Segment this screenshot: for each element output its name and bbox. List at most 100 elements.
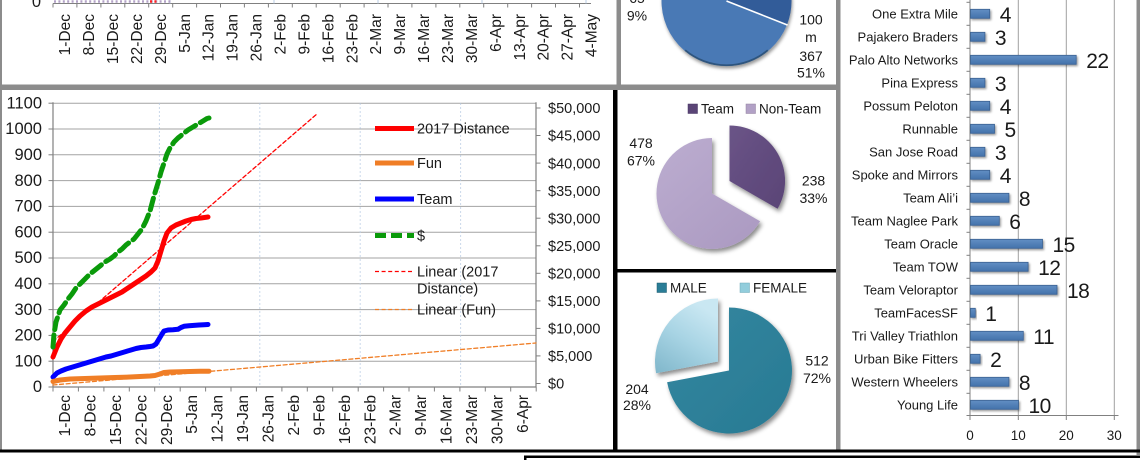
svg-text:Team Naglee Park: Team Naglee Park: [851, 214, 958, 229]
svg-text:$10,000: $10,000: [548, 322, 600, 338]
svg-text:2: 2: [990, 349, 1001, 372]
svg-text:$40,000: $40,000: [548, 156, 600, 172]
svg-text:MALE: MALE: [670, 281, 707, 296]
svg-text:Team Oracle: Team Oracle: [884, 237, 958, 252]
svg-text:600: 600: [14, 223, 42, 241]
svg-text:Spoke and Mirrors: Spoke and Mirrors: [852, 168, 959, 183]
svg-text:8-Dec: 8-Dec: [83, 395, 100, 437]
svg-text:30: 30: [1107, 428, 1122, 443]
svg-text:$30,000: $30,000: [548, 211, 600, 227]
svg-text:28%: 28%: [623, 397, 651, 413]
svg-text:9-Mar: 9-Mar: [392, 14, 409, 54]
svg-text:Team: Team: [701, 102, 734, 117]
svg-text:15-Dec: 15-Dec: [105, 14, 122, 64]
svg-text:23-Feb: 23-Feb: [362, 395, 379, 444]
svg-text:Pina Express: Pina Express: [881, 76, 958, 91]
svg-text:Team: Team: [417, 192, 452, 208]
svg-text:3: 3: [995, 27, 1006, 50]
svg-text:9%: 9%: [627, 8, 647, 24]
svg-text:4: 4: [1000, 4, 1012, 27]
svg-text:0: 0: [966, 428, 974, 443]
svg-text:6-Apr: 6-Apr: [488, 14, 505, 52]
svg-text:16-Feb: 16-Feb: [320, 14, 337, 63]
svg-text:16-Mar: 16-Mar: [439, 395, 456, 444]
svg-text:2-Feb: 2-Feb: [273, 14, 290, 55]
svg-text:One Extra Mile: One Extra Mile: [872, 7, 958, 22]
svg-text:4: 4: [1000, 165, 1012, 188]
svg-text:1-Dec: 1-Dec: [57, 395, 74, 437]
svg-text:200: 200: [14, 327, 42, 345]
svg-text:15-Dec: 15-Dec: [108, 395, 125, 445]
svg-text:Team Veloraptor: Team Veloraptor: [863, 283, 958, 298]
svg-text:20: 20: [1059, 428, 1074, 443]
svg-text:512: 512: [805, 353, 829, 369]
svg-text:Team Ali’i: Team Ali’i: [903, 191, 958, 206]
svg-text:10: 10: [1029, 395, 1051, 418]
svg-text:67%: 67%: [627, 153, 655, 169]
svg-text:8: 8: [1019, 188, 1030, 211]
svg-text:5-Jan: 5-Jan: [177, 14, 194, 53]
svg-text:478: 478: [629, 135, 653, 151]
svg-text:FEMALE: FEMALE: [753, 281, 807, 296]
svg-text:9-Mar: 9-Mar: [413, 395, 430, 435]
svg-text:Team TOW: Team TOW: [893, 260, 959, 275]
svg-text:8-Dec: 8-Dec: [81, 14, 98, 56]
svg-text:Runnable: Runnable: [902, 122, 958, 137]
svg-text:0: 0: [33, 378, 42, 396]
svg-text:3: 3: [995, 142, 1006, 165]
svg-text:9-Feb: 9-Feb: [296, 14, 313, 55]
svg-text:1000: 1000: [5, 120, 42, 138]
svg-text:238: 238: [802, 173, 826, 189]
svg-text:San Jose Road: San Jose Road: [869, 145, 958, 160]
svg-text:Tri Valley Triathlon: Tri Valley Triathlon: [852, 329, 958, 344]
svg-text:23-Mar: 23-Mar: [440, 14, 457, 63]
svg-text:300: 300: [14, 301, 42, 319]
svg-text:$35,000: $35,000: [548, 184, 600, 200]
svg-text:100: 100: [14, 352, 42, 370]
svg-text:Fun: Fun: [417, 156, 442, 172]
svg-text:$25,000: $25,000: [548, 239, 600, 255]
svg-text:11: 11: [1033, 326, 1054, 349]
svg-text:$0: $0: [548, 377, 564, 393]
svg-text:18: 18: [1067, 280, 1089, 303]
svg-text:900: 900: [14, 146, 42, 164]
svg-text:Distance): Distance): [417, 282, 478, 298]
svg-text:10: 10: [1011, 428, 1026, 443]
svg-text:9-Feb: 9-Feb: [311, 395, 328, 436]
svg-text:1-Dec: 1-Dec: [57, 14, 74, 56]
svg-text:33%: 33%: [799, 190, 827, 206]
svg-text:4-May: 4-May: [584, 14, 601, 57]
svg-text:$5,000: $5,000: [548, 349, 592, 365]
svg-text:29-Dec: 29-Dec: [159, 395, 176, 445]
svg-text:5: 5: [1005, 119, 1016, 142]
svg-text:72%: 72%: [803, 370, 831, 386]
svg-text:13-Apr: 13-Apr: [512, 14, 529, 61]
svg-text:Urban Bike Fitters: Urban Bike Fitters: [854, 352, 959, 367]
svg-text:$15,000: $15,000: [548, 294, 600, 310]
svg-text:1: 1: [985, 303, 996, 326]
svg-text:20-Apr: 20-Apr: [536, 14, 553, 61]
svg-text:22-Dec: 22-Dec: [129, 14, 146, 64]
svg-text:1100: 1100: [7, 94, 42, 112]
svg-text:5-Jan: 5-Jan: [184, 395, 201, 434]
svg-text:800: 800: [14, 172, 42, 190]
svg-text:26-Jan: 26-Jan: [261, 395, 278, 442]
svg-text:19-Jan: 19-Jan: [225, 14, 242, 61]
svg-text:0: 0: [32, 0, 41, 11]
svg-text:$50,000: $50,000: [548, 101, 600, 117]
svg-text:Non-Team: Non-Team: [759, 102, 821, 117]
svg-text:19-Jan: 19-Jan: [235, 395, 252, 442]
svg-text:6: 6: [1009, 211, 1020, 234]
svg-text:2-Mar: 2-Mar: [368, 14, 385, 54]
svg-text:6-Apr: 6-Apr: [515, 395, 532, 433]
svg-text:m: m: [805, 29, 817, 45]
svg-text:2017 Distance: 2017 Distance: [417, 122, 510, 138]
svg-text:Possum Peloton: Possum Peloton: [863, 99, 958, 114]
svg-text:3: 3: [995, 73, 1006, 96]
svg-text:Palo Alto Networks: Palo Alto Networks: [849, 53, 959, 68]
svg-text:12-Jan: 12-Jan: [210, 395, 227, 442]
svg-text:400: 400: [14, 275, 42, 293]
svg-text:27-Apr: 27-Apr: [560, 14, 577, 61]
svg-text:26-Jan: 26-Jan: [249, 14, 266, 61]
svg-text:23-Feb: 23-Feb: [344, 14, 361, 63]
